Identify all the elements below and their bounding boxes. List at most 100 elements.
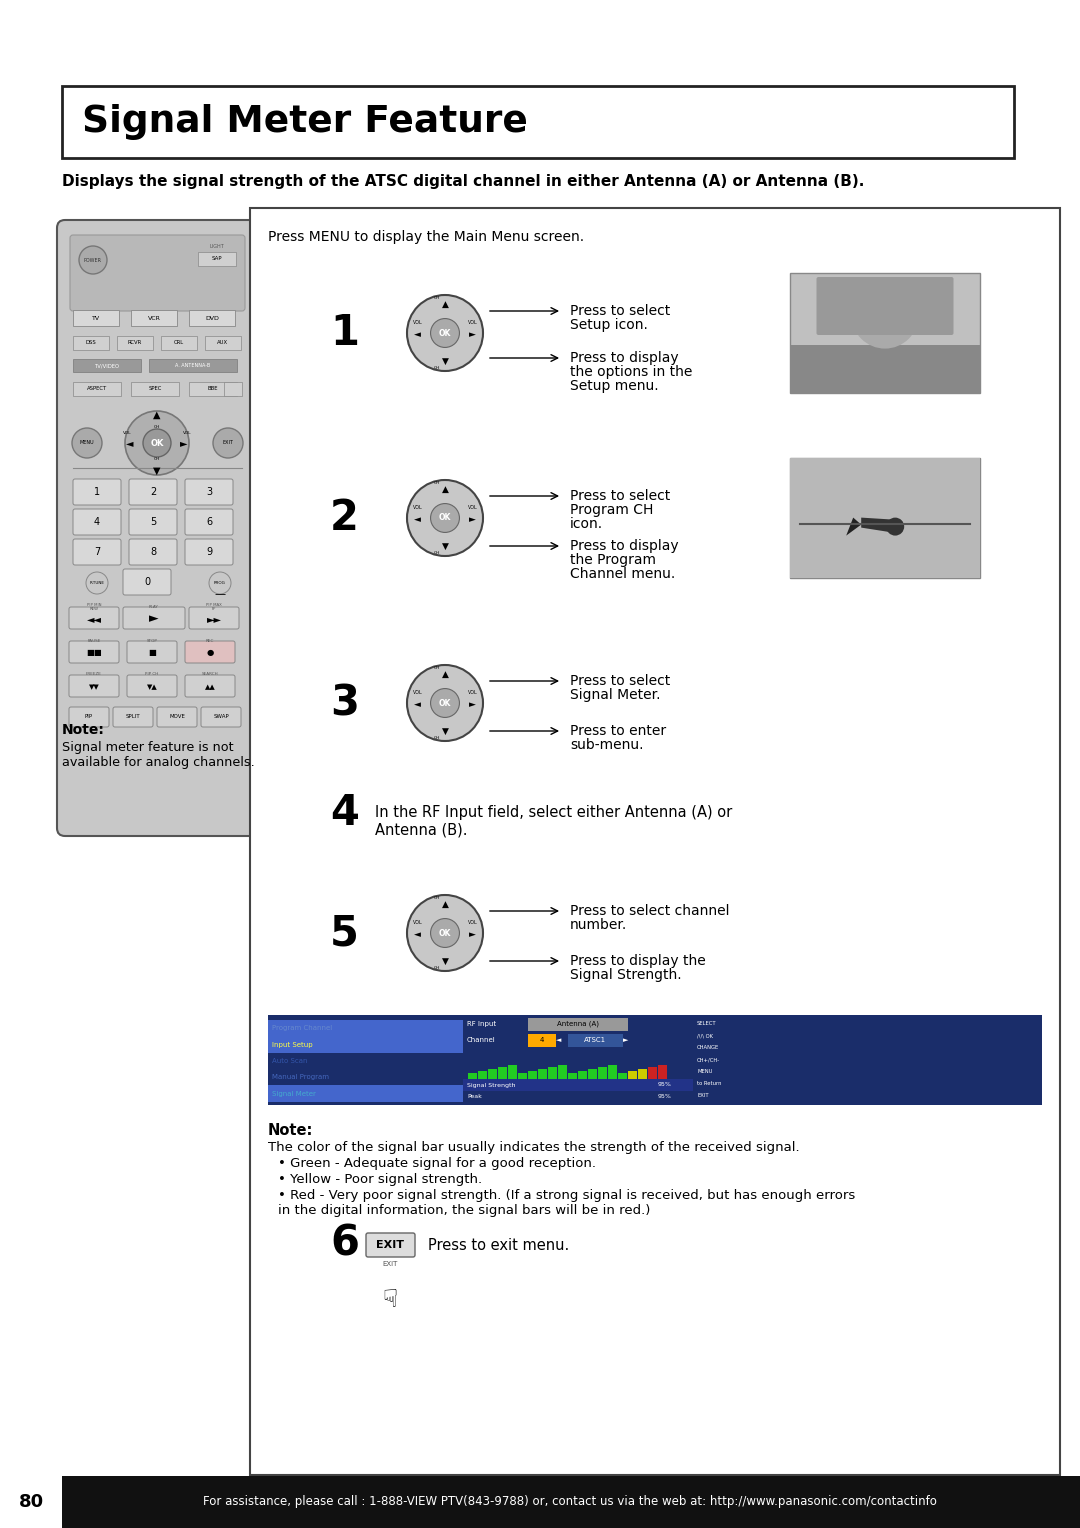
Text: PIP MAX
FF: PIP MAX FF — [206, 602, 221, 611]
Bar — [0, 1476, 62, 1528]
Text: ◄: ◄ — [415, 931, 421, 940]
Text: CH: CH — [434, 966, 441, 970]
Bar — [189, 382, 237, 396]
Text: CH: CH — [153, 425, 160, 429]
Circle shape — [125, 411, 189, 475]
Text: PAUSE: PAUSE — [87, 639, 100, 643]
Text: Channel menu.: Channel menu. — [570, 567, 675, 581]
Text: OK: OK — [438, 513, 451, 523]
Bar — [498, 1067, 507, 1079]
FancyBboxPatch shape — [123, 607, 185, 630]
Text: number.: number. — [570, 918, 627, 932]
Text: Signal meter feature is not
available for analog channels.: Signal meter feature is not available fo… — [62, 741, 255, 769]
Circle shape — [859, 280, 912, 333]
Text: Program CH: Program CH — [570, 503, 653, 516]
Text: SEARCH: SEARCH — [202, 672, 218, 675]
Bar — [73, 310, 119, 325]
Text: ◄: ◄ — [415, 515, 421, 524]
Text: SPLIT: SPLIT — [125, 715, 140, 720]
Text: RF Input: RF Input — [467, 1021, 496, 1027]
FancyBboxPatch shape — [129, 509, 177, 535]
Text: VOL: VOL — [468, 504, 477, 510]
Bar — [161, 336, 197, 350]
Text: 3: 3 — [206, 487, 212, 497]
Text: VOL: VOL — [183, 431, 191, 435]
Circle shape — [431, 318, 459, 347]
Text: Auto Scan: Auto Scan — [272, 1057, 308, 1063]
Text: ■: ■ — [148, 648, 156, 657]
Bar — [578, 1071, 588, 1079]
Text: 80: 80 — [18, 1493, 43, 1511]
Text: Channel: Channel — [467, 1038, 496, 1044]
Text: Press to select: Press to select — [570, 304, 671, 318]
FancyBboxPatch shape — [189, 607, 239, 630]
Text: Setup icon.: Setup icon. — [570, 318, 648, 332]
Text: • Yellow - Poor signal strength.: • Yellow - Poor signal strength. — [278, 1174, 482, 1186]
Text: sub-menu.: sub-menu. — [570, 738, 644, 752]
Bar — [488, 1070, 497, 1079]
Text: Note:: Note: — [62, 723, 105, 736]
Text: ►►: ►► — [206, 614, 221, 623]
FancyBboxPatch shape — [185, 539, 233, 565]
Text: ▼▼: ▼▼ — [89, 685, 99, 691]
Bar — [268, 1085, 463, 1102]
Text: 3: 3 — [330, 681, 359, 724]
Bar — [638, 1070, 647, 1079]
Bar — [463, 1079, 693, 1091]
Bar — [618, 1073, 627, 1079]
Polygon shape — [847, 518, 861, 536]
Text: VOL: VOL — [468, 920, 477, 924]
Text: The color of the signal bar usually indicates the strength of the received signa: The color of the signal bar usually indi… — [268, 1141, 799, 1154]
Text: ▲▲: ▲▲ — [204, 685, 215, 691]
Text: 0: 0 — [144, 578, 150, 587]
Text: Press to select: Press to select — [570, 674, 671, 688]
Text: Note:: Note: — [268, 1123, 313, 1138]
Bar — [468, 1073, 477, 1079]
Text: 4: 4 — [330, 792, 359, 834]
Text: OK: OK — [150, 439, 164, 448]
Text: 9: 9 — [206, 547, 212, 558]
Text: Press MENU to display the Main Menu screen.: Press MENU to display the Main Menu scre… — [268, 231, 584, 244]
FancyBboxPatch shape — [69, 607, 119, 630]
Text: ▲: ▲ — [442, 299, 448, 309]
Text: ATSC1: ATSC1 — [584, 1038, 606, 1044]
Text: MOVE: MOVE — [170, 715, 185, 720]
Bar — [658, 1065, 667, 1079]
Bar — [268, 1053, 463, 1070]
Text: In the RF Input field, select either Antenna (A) or
Antenna (B).: In the RF Input field, select either Ant… — [375, 805, 732, 837]
Text: ▲: ▲ — [442, 484, 448, 494]
Circle shape — [851, 281, 919, 348]
Text: ◄: ◄ — [415, 700, 421, 709]
FancyBboxPatch shape — [70, 235, 245, 312]
Bar — [73, 359, 141, 371]
FancyBboxPatch shape — [69, 675, 119, 697]
Text: Press to select channel: Press to select channel — [570, 905, 729, 918]
Text: 2: 2 — [150, 487, 157, 497]
FancyBboxPatch shape — [113, 707, 153, 727]
Bar — [568, 1073, 577, 1079]
Text: REC: REC — [206, 639, 214, 643]
Text: PROG: PROG — [214, 581, 226, 585]
Text: 5: 5 — [330, 912, 359, 953]
Bar — [518, 1073, 527, 1079]
Text: ►: ► — [623, 1038, 629, 1044]
FancyBboxPatch shape — [201, 707, 241, 727]
Text: R-TUNE: R-TUNE — [90, 581, 105, 585]
Text: 6: 6 — [206, 516, 212, 527]
Bar — [568, 1034, 623, 1047]
Bar — [463, 1015, 693, 1105]
Text: ■■: ■■ — [86, 648, 102, 657]
Text: /\/\ OK: /\/\ OK — [697, 1033, 713, 1038]
Text: 95%: 95% — [657, 1094, 671, 1100]
Bar — [693, 1015, 1042, 1105]
Text: the Program: the Program — [570, 553, 656, 567]
Text: CH+/CH-: CH+/CH- — [697, 1057, 720, 1062]
Text: Signal Meter Feature: Signal Meter Feature — [82, 104, 528, 141]
Text: CH: CH — [434, 736, 441, 740]
Text: 4: 4 — [540, 1038, 544, 1044]
Bar — [528, 1034, 556, 1047]
Bar — [648, 1067, 657, 1079]
Text: the options in the: the options in the — [570, 365, 692, 379]
Circle shape — [407, 895, 483, 970]
Text: ▼▲: ▼▲ — [147, 685, 158, 691]
